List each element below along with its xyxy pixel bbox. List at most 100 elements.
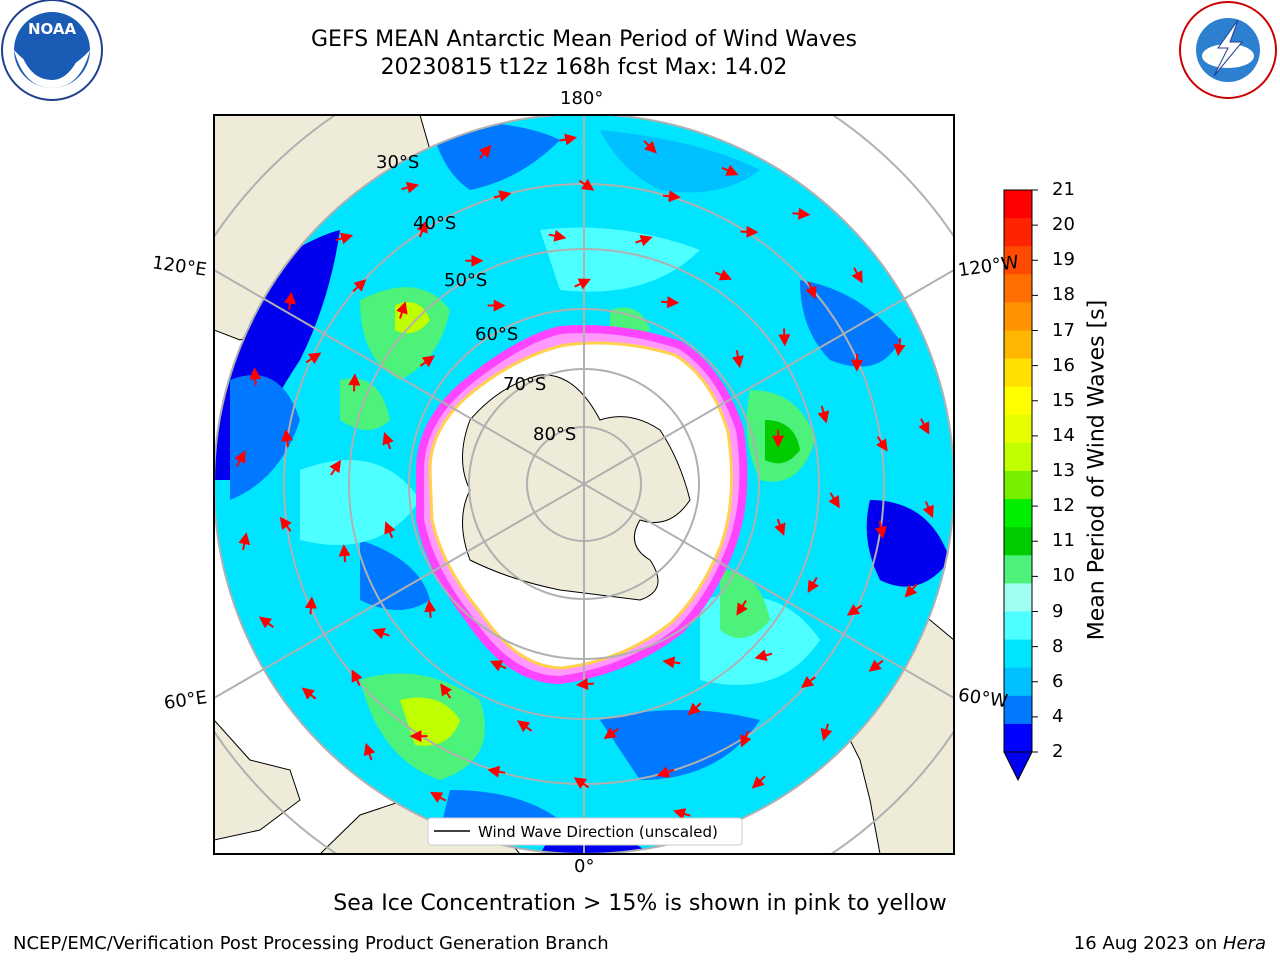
lat-label-60s: 60°S <box>475 324 519 345</box>
colorbar-segment <box>1004 302 1032 331</box>
wind-wave-arrow <box>875 520 887 539</box>
wind-wave-arrow <box>424 599 437 618</box>
wind-wave-arrow <box>363 742 376 761</box>
wind-wave-arrow <box>893 338 906 357</box>
wind-wave-arrow <box>774 518 786 536</box>
colorbar-tick-label: 21 <box>1052 179 1075 200</box>
wind-wave-arrow <box>868 659 884 672</box>
lon-label-0: 0° <box>574 856 595 877</box>
colorbar-tick-label: 4 <box>1052 705 1064 727</box>
colorbar-segment <box>1004 246 1032 275</box>
colorbar-tick-label: 20 <box>1052 214 1075 236</box>
wind-wave-arrow <box>281 429 294 448</box>
wind-wave-arrow <box>396 301 408 319</box>
map-legend: Wind Wave Direction (unscaled) <box>427 817 743 846</box>
wind-wave-arrow <box>828 492 840 509</box>
colorbar-segment <box>1004 414 1032 444</box>
colorbar-segment <box>1004 274 1032 303</box>
wind-wave-arrow <box>731 350 744 369</box>
colorbar-tick-label: 6 <box>1052 670 1064 692</box>
wind-wave-arrow <box>918 418 930 435</box>
colorbar-segment <box>1004 611 1032 641</box>
colorbar-segment <box>1004 695 1032 725</box>
lat-label-50s: 50°S <box>444 270 488 291</box>
wind-wave-arrow <box>575 677 594 690</box>
colorbar-extend-arrow <box>1003 751 1033 782</box>
wind-wave-arrow <box>922 501 934 519</box>
wind-wave-arrow <box>517 720 533 733</box>
colorbar-segment <box>1004 386 1032 416</box>
wind-wave-arrow <box>800 675 816 689</box>
wind-wave-arrow <box>559 133 578 146</box>
wind-wave-arrow <box>401 181 420 194</box>
wind-wave-arrow <box>656 766 675 778</box>
colorbar-segment <box>1004 218 1032 247</box>
wind-wave-arrow <box>489 660 507 672</box>
wind-wave-arrow <box>335 232 354 245</box>
wind-wave-arrow <box>351 669 363 687</box>
wind-wave-arrow <box>846 604 863 616</box>
wind-wave-arrow <box>778 328 791 347</box>
wind-wave-arrow <box>279 516 292 532</box>
wind-wave-arrow <box>305 352 322 365</box>
wind-wave-arrow <box>635 234 653 247</box>
wind-wave-arrow <box>493 190 512 202</box>
colorbar-segment <box>1004 330 1032 360</box>
colorbar-tick-label: 16 <box>1052 354 1075 376</box>
footer-host: Hera <box>1222 933 1266 954</box>
wind-wave-arrow <box>851 267 863 284</box>
colorbar-segment <box>1004 639 1032 669</box>
legend-label: Wind Wave Direction (unscaled) <box>478 823 718 841</box>
colorbar-segment <box>1004 499 1032 528</box>
polar-map <box>214 115 954 854</box>
chart-title-line2: 20230815 t12z 168h fcst Max: 14.02 <box>380 55 788 80</box>
wind-wave-arrow <box>419 355 435 368</box>
wind-wave-arrow <box>904 583 918 598</box>
colorbar-segment <box>1004 190 1032 219</box>
wind-wave-arrow <box>661 296 680 309</box>
colorbar-tick-label: 13 <box>1052 460 1075 481</box>
wind-wave-arrow <box>740 730 752 748</box>
wind-wave-arrow <box>574 278 591 290</box>
wind-wave-arrow <box>487 765 506 778</box>
lat-label-30s: 30°S <box>376 152 420 173</box>
wind-wave-arrow <box>792 207 811 220</box>
wind-wave-arrow <box>429 791 447 803</box>
wind-wave-arrow <box>234 450 246 467</box>
footer-date-text: 16 Aug 2023 on <box>1073 933 1223 954</box>
wind-wave-arrow <box>603 727 619 740</box>
wind-wave-arrow <box>548 229 567 242</box>
wind-wave-arrow <box>736 600 748 616</box>
wind-wave-arrow <box>352 279 367 293</box>
wind-wave-arrow <box>687 702 702 716</box>
wind-wave-arrow <box>372 627 390 640</box>
colorbar-segment <box>1004 667 1032 697</box>
wind-wave-arrow <box>338 544 351 563</box>
noaa-logo-text: NOAA <box>28 20 77 38</box>
wind-wave-arrow <box>751 775 766 789</box>
wind-wave-arrow <box>721 164 739 176</box>
wind-wave-arrow <box>301 687 317 700</box>
wind-wave-arrow <box>440 683 452 699</box>
noaa-logo: NOAA <box>1 0 103 101</box>
wind-wave-arrow <box>807 576 819 593</box>
wind-wave-arrow <box>578 179 595 191</box>
wind-wave-arrow <box>304 596 317 615</box>
wind-wave-arrow <box>283 291 296 310</box>
wind-wave-arrow <box>329 459 342 476</box>
nws-logo <box>1179 1 1277 99</box>
wind-wave-arrow <box>258 616 274 629</box>
wind-wave-arrow <box>817 405 830 424</box>
wind-wave-arrow <box>715 269 733 281</box>
wind-wave-arrows <box>234 133 934 835</box>
wind-wave-arrow <box>662 190 681 203</box>
lat-label-70s: 70°S <box>503 374 547 395</box>
colorbar-tick-label: 9 <box>1052 600 1064 622</box>
wind-wave-arrow <box>238 532 251 551</box>
lat-label-80s: 80°S <box>533 424 577 445</box>
colorbar-tick-label: 15 <box>1052 389 1075 411</box>
footer-date: 16 Aug 2023 on Hera <box>1074 933 1266 954</box>
colorbar-label: Mean Period of Wind Waves [s] <box>1084 299 1110 641</box>
chart-title-line1: GEFS MEAN Antarctic Mean Period of Wind … <box>311 27 857 52</box>
wind-wave-arrow <box>673 808 691 820</box>
